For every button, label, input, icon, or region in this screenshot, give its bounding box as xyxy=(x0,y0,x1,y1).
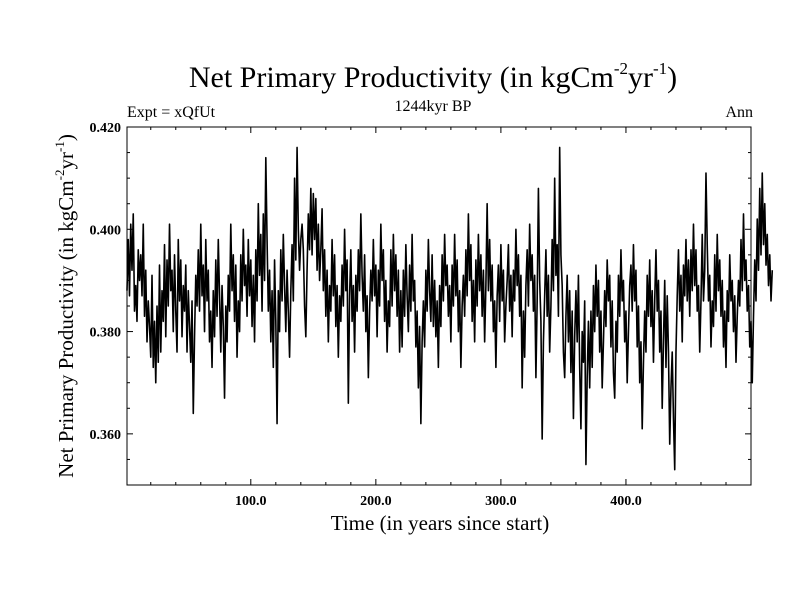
series-line-npp xyxy=(126,146,774,471)
y-axis-label-sup1: -2 xyxy=(52,170,67,181)
y-axis-label-suffix: ) xyxy=(54,134,78,141)
chart-title-sup1: -2 xyxy=(614,59,628,78)
expt-label: Expt = xQfUt xyxy=(127,104,216,121)
season-label: Ann xyxy=(725,104,753,121)
x-tick-label: 100.0 xyxy=(235,494,267,509)
y-tick-label: 0.380 xyxy=(90,326,122,341)
x-tick-label: 200.0 xyxy=(360,494,392,509)
y-tick-label: 0.360 xyxy=(90,428,122,443)
chart-title-mid: yr xyxy=(628,61,653,94)
y-tick-label: 0.400 xyxy=(90,223,122,238)
x-tick-label: 400.0 xyxy=(610,494,642,509)
chart-title-prefix: Net Primary Productivity (in kgCm xyxy=(189,61,614,94)
y-axis-label: Net Primary Productivity (in kgCm-2yr-1) xyxy=(52,134,78,478)
x-tick-label: 300.0 xyxy=(485,494,517,509)
chart-title-suffix: ) xyxy=(667,61,677,94)
y-tick-label: 0.420 xyxy=(90,121,122,136)
chart-title-sup2: -1 xyxy=(653,59,667,78)
chart-subtitle: 1244kyr BP xyxy=(395,98,472,115)
y-axis: 0.360 0.380 0.400 0.420 xyxy=(90,121,751,486)
y-axis-label-prefix: Net Primary Productivity (in kgCm xyxy=(54,180,78,477)
y-axis-label-mid: yr xyxy=(54,152,78,170)
x-axis: 100.0 200.0 300.0 400.0 xyxy=(150,127,727,509)
chart-title: Net Primary Productivity (in kgCm-2yr-1) xyxy=(189,59,677,94)
y-axis-label-sup2: -1 xyxy=(52,141,67,152)
x-axis-label: Time (in years since start) xyxy=(331,511,550,535)
